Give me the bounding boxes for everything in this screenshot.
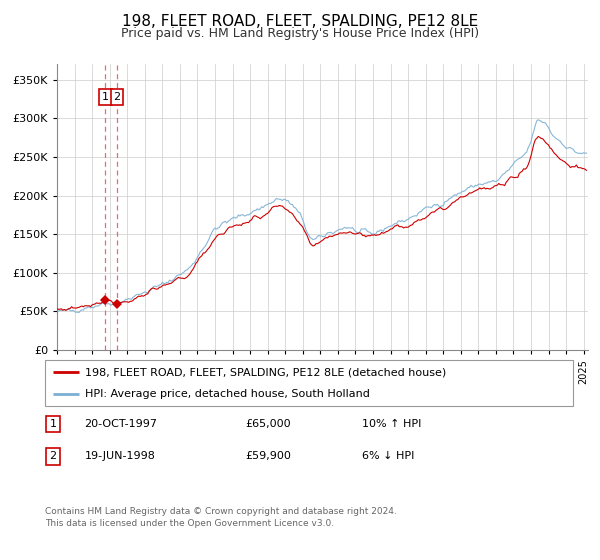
Text: 6% ↓ HPI: 6% ↓ HPI bbox=[362, 451, 414, 461]
Text: 20-OCT-1997: 20-OCT-1997 bbox=[85, 419, 158, 429]
Text: 1: 1 bbox=[49, 419, 56, 429]
FancyBboxPatch shape bbox=[45, 360, 573, 406]
Text: HPI: Average price, detached house, South Holland: HPI: Average price, detached house, Sout… bbox=[85, 389, 370, 399]
Text: 198, FLEET ROAD, FLEET, SPALDING, PE12 8LE (detached house): 198, FLEET ROAD, FLEET, SPALDING, PE12 8… bbox=[85, 367, 446, 377]
Text: £65,000: £65,000 bbox=[245, 419, 291, 429]
Text: £59,900: £59,900 bbox=[245, 451, 292, 461]
Text: 19-JUN-1998: 19-JUN-1998 bbox=[85, 451, 155, 461]
Text: Contains HM Land Registry data © Crown copyright and database right 2024.
This d: Contains HM Land Registry data © Crown c… bbox=[45, 507, 397, 528]
Text: 198, FLEET ROAD, FLEET, SPALDING, PE12 8LE: 198, FLEET ROAD, FLEET, SPALDING, PE12 8… bbox=[122, 14, 478, 29]
Text: 1: 1 bbox=[102, 92, 109, 102]
Text: 2: 2 bbox=[49, 451, 56, 461]
Text: Price paid vs. HM Land Registry's House Price Index (HPI): Price paid vs. HM Land Registry's House … bbox=[121, 27, 479, 40]
Text: 10% ↑ HPI: 10% ↑ HPI bbox=[362, 419, 421, 429]
Text: 2: 2 bbox=[113, 92, 121, 102]
